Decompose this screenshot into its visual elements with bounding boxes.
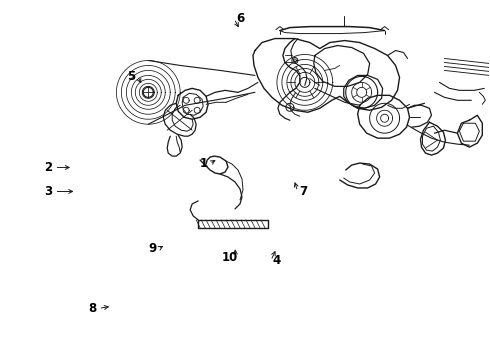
Polygon shape — [300, 77, 310, 87]
Text: 6: 6 — [236, 12, 244, 25]
Text: 9: 9 — [148, 242, 156, 255]
Text: 2: 2 — [45, 161, 52, 174]
Text: 1: 1 — [199, 157, 208, 170]
Text: 8: 8 — [88, 302, 97, 315]
Text: 7: 7 — [299, 185, 308, 198]
Text: 5: 5 — [127, 69, 136, 82]
Text: 3: 3 — [45, 185, 52, 198]
Text: 10: 10 — [221, 251, 238, 264]
Text: 4: 4 — [272, 254, 281, 267]
